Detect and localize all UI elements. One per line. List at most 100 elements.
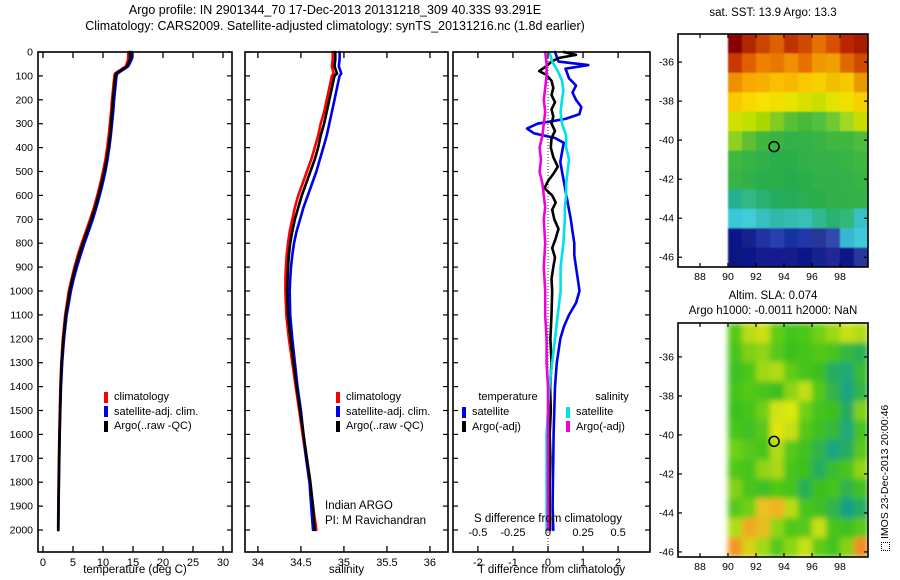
svg-text:0: 0 — [545, 557, 551, 569]
argo-raw-swatch-icon — [336, 420, 340, 432]
svg-text:-0.25: -0.25 — [500, 527, 525, 539]
legend-header: temperature — [478, 391, 538, 403]
svg-text:98: 98 — [834, 561, 846, 573]
legend-item: Argo(..raw -QC) — [104, 419, 198, 434]
climatology-swatch-icon — [336, 391, 340, 403]
svg-text:34.5: 34.5 — [290, 557, 311, 569]
sla-map-panel: 88 90 92 94 96 98 -36 -38 -40 -42 -44 -46 — [659, 322, 869, 573]
svg-text:92: 92 — [750, 561, 762, 573]
svg-text:1100: 1100 — [10, 309, 33, 321]
satellite-adj-swatch-icon — [336, 406, 340, 418]
legend-label: Argo(-adj) — [576, 420, 625, 433]
svg-text:36: 36 — [424, 557, 436, 569]
legend-item: satellite — [462, 405, 554, 420]
svg-text:1800: 1800 — [10, 477, 34, 489]
svg-text:96: 96 — [806, 271, 818, 283]
svg-text:100: 100 — [15, 70, 33, 82]
difference-profile-panel: -2 -1 0 1 2 S difference from climatology -0.5… — [452, 50, 651, 569]
sla-map-svg: 88 90 92 94 96 98 -36 -38 -40 -42 -44 -46 — [659, 322, 869, 573]
svg-text:-42: -42 — [659, 468, 674, 480]
figure-title-line2: Climatology: CARS2009. Satellite-adjuste… — [85, 19, 585, 33]
svg-text:90: 90 — [722, 271, 734, 283]
svg-text:0: 0 — [40, 557, 46, 569]
legend-item: satellite-adj. clim. — [336, 405, 430, 420]
climatology-swatch-icon — [104, 391, 108, 403]
svg-text:2: 2 — [615, 557, 621, 569]
svg-text:-46: -46 — [659, 252, 674, 264]
svg-text:0: 0 — [27, 47, 33, 59]
svg-text:-1: -1 — [508, 557, 518, 569]
legend-item: Argo(-adj) — [566, 420, 658, 435]
difference-profile-svg: -2 -1 0 1 2 S difference from climatology -0.5… — [452, 50, 651, 569]
program-annotation: Indian ARGO PI: M Ravichandran — [325, 499, 426, 529]
svg-text:0.25: 0.25 — [572, 527, 593, 539]
t-difference-axis-label: T difference from climatology — [477, 564, 626, 576]
svg-text:-44: -44 — [659, 507, 674, 519]
svg-text:88: 88 — [694, 271, 706, 283]
svg-text:96: 96 — [806, 561, 818, 573]
svg-text:88: 88 — [694, 561, 706, 573]
legend-label: Argo(..raw -QC) — [114, 420, 192, 433]
legend-item: Argo(-adj) — [462, 420, 554, 435]
svg-text:800: 800 — [15, 238, 33, 250]
svg-text:-2: -2 — [473, 557, 483, 569]
svg-text:20: 20 — [157, 557, 169, 569]
svg-text:600: 600 — [15, 190, 33, 202]
svg-text:-40: -40 — [659, 135, 674, 147]
sla-map-title-line2: Argo h1000: -0.0011 h2000: NaN — [688, 305, 858, 317]
svg-text:35: 35 — [338, 557, 350, 569]
legend-label: climatology — [346, 391, 402, 404]
svg-text:1900: 1900 — [10, 501, 34, 513]
principal-investigator: PI: M Ravichandran — [325, 515, 426, 527]
figure-title-line1: Argo profile: IN 2901344_70 17-Dec-2013 … — [128, 3, 542, 17]
difference-legend-temperature: temperature satellite Argo(-adj) — [462, 391, 554, 434]
svg-text:-0.5: -0.5 — [468, 527, 487, 539]
svg-text:-42: -42 — [659, 174, 674, 186]
legend-label: satellite — [576, 406, 614, 419]
svg-text:35.5: 35.5 — [376, 557, 397, 569]
svg-text:1600: 1600 — [10, 429, 34, 441]
watermark-text: IMOS 23-Dec-2013 20:00:46 — [879, 404, 891, 539]
salinity-profile-panel: 34 34.5 35 35.5 36 — [244, 50, 449, 569]
svg-text:1000: 1000 — [10, 286, 34, 298]
satellite-s-swatch-icon — [566, 406, 570, 418]
svg-text:30: 30 — [217, 557, 229, 569]
sst-map-svg: 88 90 92 94 96 98 -36 -38 -40 -42 -44 -46 — [659, 33, 869, 283]
svg-text:1400: 1400 — [10, 381, 34, 393]
legend-header: salinity — [595, 391, 629, 403]
svg-text:94: 94 — [778, 561, 790, 573]
legend-label: Argo(-adj) — [472, 420, 521, 433]
svg-text:400: 400 — [15, 142, 33, 154]
salinity-axis-label: salinity — [328, 564, 365, 576]
svg-text:5: 5 — [70, 557, 76, 569]
svg-text:-36: -36 — [659, 351, 674, 363]
temperature-profile-panel: 0 5 10 15 20 25 30 0 100 200 300 400 500 600 700 800 900… — [10, 47, 233, 569]
svg-text:-36: -36 — [659, 57, 674, 69]
legend-label: satellite — [472, 406, 510, 419]
argo-raw-swatch-icon — [104, 420, 108, 432]
legend-item: satellite-adj. clim. — [104, 405, 198, 420]
svg-text:900: 900 — [15, 262, 33, 274]
svg-text:98: 98 — [834, 271, 846, 283]
svg-text:-38: -38 — [659, 390, 674, 402]
satellite-t-swatch-icon — [462, 406, 466, 418]
svg-text:2000: 2000 — [10, 525, 34, 537]
difference-legend-salinity: salinity satellite Argo(-adj) — [566, 391, 658, 434]
svg-text:-40: -40 — [659, 429, 674, 441]
svg-text:10: 10 — [97, 557, 109, 569]
svg-text:1300: 1300 — [10, 357, 34, 369]
svg-text:-46: -46 — [659, 546, 674, 558]
sla-map-title-line1: Altim. SLA: 0.074 — [728, 290, 818, 302]
imos-watermark: IMOS 23-Dec-2013 20:00:46 — [879, 405, 891, 551]
legend-label: satellite-adj. clim. — [114, 405, 199, 418]
imos-logo-icon — [880, 542, 890, 551]
sst-map-panel: 88 90 92 94 96 98 -36 -38 -40 -42 -44 -46 — [659, 33, 869, 283]
svg-text:90: 90 — [722, 561, 734, 573]
legend-label: Argo(..raw -QC) — [346, 420, 424, 433]
svg-text:1200: 1200 — [10, 333, 34, 345]
svg-text:300: 300 — [15, 118, 33, 130]
svg-text:1700: 1700 — [10, 453, 34, 465]
legend-item: climatology — [104, 390, 198, 405]
svg-text:200: 200 — [15, 94, 33, 106]
